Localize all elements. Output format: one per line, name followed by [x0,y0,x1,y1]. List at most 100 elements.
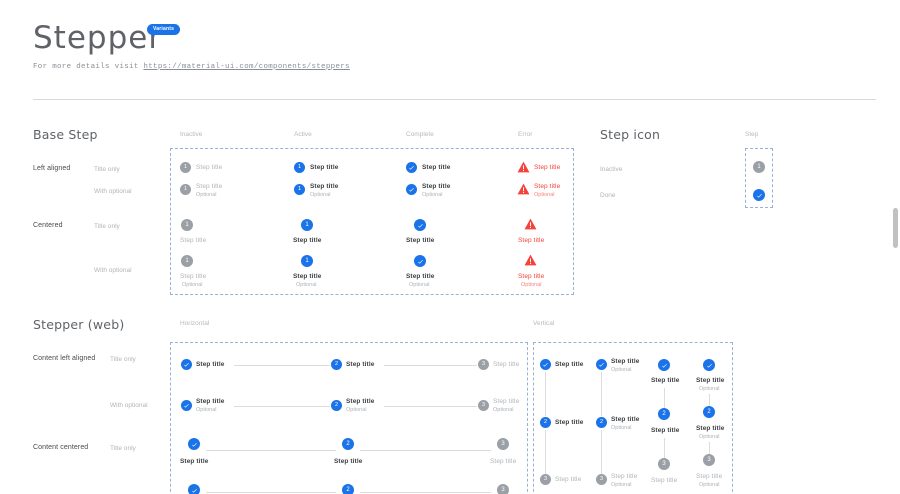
hstep-circle-complete[interactable] [188,438,200,450]
step-error-icon-wrap[interactable] [524,254,537,266]
step-optional-active: Optional [296,282,317,288]
column-header-horizontal: Horizontal [180,320,210,327]
step-optional-complete: Optional [409,282,430,288]
step-title-complete: Step title [422,183,451,190]
vstep-circle-complete[interactable] [596,359,607,370]
hstep-circle-complete[interactable] [181,359,192,370]
header-divider [33,99,876,100]
step-connector [384,365,477,366]
check-icon [706,363,712,368]
step-connector [384,406,477,407]
row-label-left-aligned: Left aligned [33,165,71,172]
hstep-circle-active[interactable]: 2 [331,400,342,411]
step-title-active: Step title [310,183,339,190]
step-circle-inactive[interactable]: 1 [181,255,193,267]
row-label-step-icon-done: Done [600,192,616,199]
step-connector [545,430,546,474]
hstep-title-inactive: Step title [490,458,517,465]
hstep-circle-complete[interactable] [181,400,192,411]
variant-label-title-only-3: Title only [110,356,136,363]
check-icon [661,363,667,368]
step-icon-inactive[interactable]: 1 [753,161,765,173]
docs-link[interactable]: https://material-ui.com/components/stepp… [143,63,350,71]
vstep-circle-inactive[interactable]: 3 [596,474,607,485]
scrollbar-thumb[interactable] [893,208,898,248]
step-title-inactive: Step title [196,164,223,171]
column-header-step: Step [745,131,759,138]
vstep-title-inactive: Step title [651,477,678,484]
step-optional-complete: Optional [422,192,443,198]
step-number: 3 [662,460,666,467]
step-title-error: Step title [518,273,545,280]
step-circle-inactive[interactable]: 1 [180,162,191,173]
check-icon [599,362,604,367]
variant-label-with-optional-1: With optional [94,188,132,195]
vstep-circle-active[interactable]: 2 [596,417,607,428]
subtitle-text: For more details visit [33,63,144,71]
vstep-circle-complete[interactable] [703,359,715,371]
step-number: 3 [501,486,505,493]
vstep-circle-inactive[interactable]: 3 [658,458,670,470]
step-circle-inactive[interactable]: 1 [181,219,193,231]
check-icon [191,488,197,493]
step-circle-inactive[interactable]: 1 [180,184,191,195]
step-circle-complete[interactable] [414,219,426,231]
variant-label-title-only-4: Title only [110,445,136,452]
step-number: 2 [334,361,339,367]
step-circle-active[interactable]: 1 [294,184,305,195]
step-icon-done[interactable] [753,189,765,201]
page-title: Stepper [33,20,163,56]
step-title-complete: Step title [406,237,435,244]
vstep-optional-active: Optional [611,425,632,431]
vstep-circle-complete[interactable] [658,359,670,371]
step-circle-active[interactable]: 1 [294,162,305,173]
step-optional-active: Optional [310,192,331,198]
step-optional-error: Optional [534,192,555,198]
vstep-title-complete: Step title [651,377,680,384]
vstep-title-inactive: Step title [696,473,723,480]
vstep-title-complete: Step title [696,377,725,384]
step-number: 1 [757,163,761,170]
check-icon [417,223,423,228]
step-error-icon-wrap[interactable] [524,218,537,230]
hstep-circle-active[interactable]: 2 [342,484,354,494]
hstep-circle-active[interactable]: 2 [342,438,354,450]
step-number: 3 [481,361,486,367]
row-label-step-icon-inactive: Inactive [600,166,623,173]
vstep-circle-active[interactable]: 2 [540,417,551,428]
step-connector [206,492,336,493]
step-title-inactive: Step title [196,183,223,190]
step-circle-active[interactable]: 1 [301,219,313,231]
step-connector [709,442,710,454]
step-circle-complete[interactable] [406,162,417,173]
step-circle-complete[interactable] [414,255,426,267]
step-connector [664,388,665,408]
check-icon [409,165,414,170]
step-title-complete: Step title [422,164,451,171]
check-icon [191,442,197,447]
vstep-circle-active[interactable]: 2 [703,406,715,418]
step-circle-complete[interactable] [406,184,417,195]
warning-triangle-icon [524,254,537,266]
hstep-title-active: Step title [346,361,375,368]
step-error-icon-wrap[interactable] [517,161,530,173]
vstep-circle-active[interactable]: 2 [658,408,670,420]
scrollbar-track[interactable] [891,0,900,494]
step-title-active: Step title [293,273,322,280]
hstep-circle-complete[interactable] [188,484,200,494]
step-circle-active[interactable]: 1 [301,255,313,267]
hstep-circle-active[interactable]: 2 [331,359,342,370]
step-connector [234,406,330,407]
warning-triangle-icon [517,161,530,173]
vstep-circle-complete[interactable] [540,359,551,370]
hstep-circle-inactive[interactable]: 3 [497,484,509,494]
step-number: 1 [305,257,309,264]
step-error-icon-wrap[interactable] [517,183,530,195]
vstep-circle-inactive[interactable]: 3 [540,474,551,485]
hstep-circle-inactive[interactable]: 3 [478,359,489,370]
hstep-circle-inactive[interactable]: 3 [497,438,509,450]
variants-badge: Variants [147,24,181,35]
hstep-circle-inactive[interactable]: 3 [478,400,489,411]
vstep-circle-inactive[interactable]: 3 [703,454,715,466]
vstep-title-complete: Step title [555,361,584,368]
